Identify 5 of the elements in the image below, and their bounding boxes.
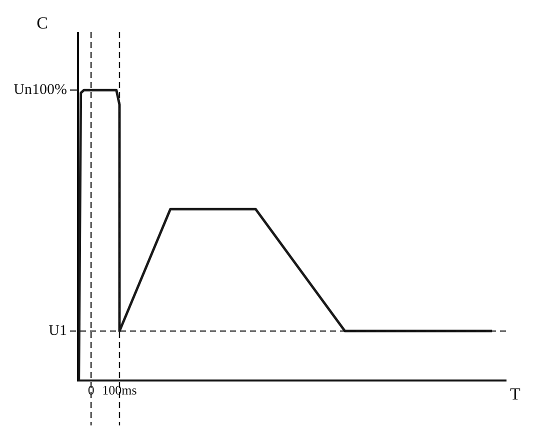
ref-line-label: Un100% <box>14 82 67 98</box>
y-axis-title: C <box>36 13 48 32</box>
x-tick-label: 100ms <box>102 382 137 398</box>
ref-line-label: U1 <box>48 322 67 339</box>
x-axis-title: T <box>510 384 521 404</box>
